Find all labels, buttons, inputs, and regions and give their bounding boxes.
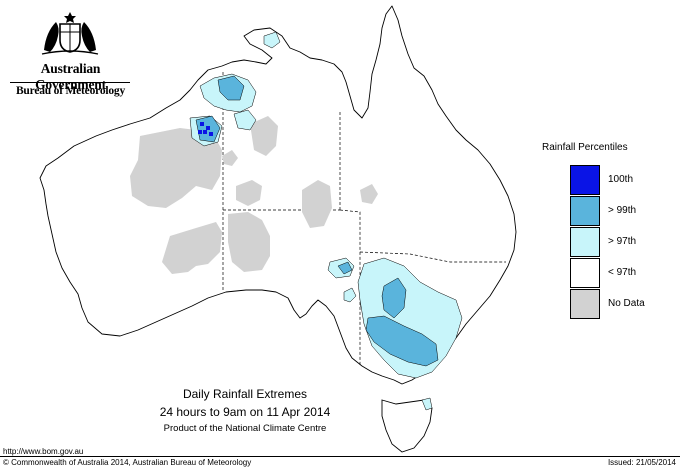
legend-swatch bbox=[570, 165, 600, 195]
bureau-name: Bureau of Meteorology bbox=[15, 85, 126, 97]
legend-item: > 99th bbox=[570, 196, 680, 227]
legend-swatch bbox=[570, 196, 600, 226]
legend-label: No Data bbox=[608, 298, 645, 309]
footer-divider bbox=[0, 456, 680, 457]
legend-item: 100th bbox=[570, 165, 680, 196]
issued-date: Issued: 21/05/2014 bbox=[607, 458, 676, 467]
copyright-text: © Commonwealth of Australia 2014, Austra… bbox=[3, 458, 252, 467]
legend-item: < 97th bbox=[570, 258, 680, 289]
legend-swatch bbox=[570, 289, 600, 319]
legend-label: 100th bbox=[608, 174, 634, 185]
website-link[interactable]: http://www.bom.gov.au bbox=[3, 447, 84, 456]
legend-item: No Data bbox=[570, 289, 680, 320]
legend-title: Rainfall Percentiles bbox=[542, 142, 628, 153]
legend-label: > 97th bbox=[608, 236, 637, 247]
legend-item: > 97th bbox=[570, 227, 680, 258]
tasmania-outline bbox=[381, 399, 433, 453]
map-period: 24 hours to 9am on 11 Apr 2014 bbox=[159, 405, 331, 419]
legend-label: > 99th bbox=[608, 205, 637, 216]
legend-label: < 97th bbox=[608, 267, 637, 278]
coat-of-arms-icon bbox=[41, 12, 99, 55]
map-title: Daily Rainfall Extremes bbox=[182, 387, 308, 401]
rainfall-100th-areas bbox=[198, 122, 213, 136]
government-name: Australian Government bbox=[35, 61, 106, 92]
legend-swatch bbox=[570, 258, 600, 288]
legend-swatch bbox=[570, 227, 600, 257]
map-product: Product of the National Climate Centre bbox=[163, 423, 327, 434]
logo-divider bbox=[10, 82, 130, 83]
no-data-areas bbox=[130, 116, 378, 274]
